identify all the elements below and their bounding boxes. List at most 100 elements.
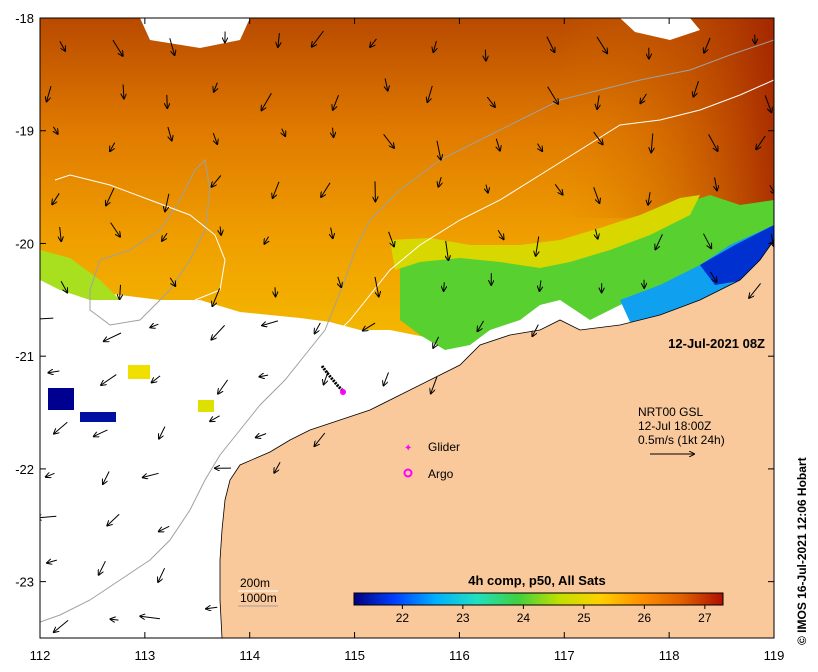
isobath-200m-west [54,174,226,301]
current-arrow [433,40,436,52]
current-arrow [485,49,486,61]
isobath-200m [40,79,774,626]
land [220,240,774,638]
current-arrow [384,372,389,385]
current-arrow [497,229,504,239]
current-arrow [436,140,441,160]
current-arrow [165,193,170,212]
x-tick-label: 119 [764,648,785,663]
current-arrow [640,93,647,103]
glider-track-line [320,365,344,392]
current-arrow [771,234,774,246]
current-info-time: 12-Jul 18:00Z [638,419,711,433]
colorbar-tick-label: 25 [577,611,591,625]
current-arrow [546,36,555,53]
x-tick-label: 118 [659,648,680,663]
current-arrow [53,126,57,134]
current-arrow [46,473,55,477]
current-arrow [315,322,321,334]
current-arrow [596,36,607,53]
isobath-1000m-west [89,158,211,326]
current-arrow [593,187,600,203]
current-arrow [40,317,54,320]
current-arrow [214,82,218,92]
colorbar-tick-label: 22 [396,611,410,625]
x-tick-label: 112 [30,648,51,663]
current-arrow [169,38,175,55]
legend: ✦ Glider Argo [403,440,460,481]
current-arrow [704,37,711,53]
current-arrow [94,429,108,436]
y-tick-label: -20 [15,236,34,251]
current-arrow [593,131,603,144]
current-arrow [331,227,333,239]
current-arrow [596,228,598,239]
current-info: NRT00 GSL 12-Jul 18:00Z 0.5m/s (1kt 24h) [638,405,725,454]
y-tick-label: -21 [15,349,34,364]
current-arrow [167,126,172,140]
current-arrow [169,277,175,286]
current-arrow [123,84,124,99]
current-arrow [60,281,67,292]
sst-patch-yellow-2 [198,400,214,412]
current-arrow [554,184,562,194]
current-arrow [438,176,441,187]
glider-marker-icon: ✦ [404,443,412,454]
current-arrow [167,94,168,108]
current-arrow [764,95,771,112]
current-arrow [103,471,110,485]
y-axis: -18 -19 -20 -21 -22 -23 [15,11,774,590]
current-info-source: NRT00 GSL [638,405,703,419]
current-arrow [159,426,166,439]
current-arrow [110,222,120,237]
current-arrow [206,607,218,609]
colorbar-tick-label: 27 [698,611,712,625]
legend-glider-label: Glider [428,440,460,454]
current-arrow [709,271,716,282]
current-arrow [388,231,394,247]
x-tick-label: 117 [554,648,575,663]
current-arrow [162,232,168,241]
current-arrow [769,185,774,193]
current-arrow [104,332,122,341]
isobath-200m-label: 200m [240,576,270,590]
current-arrow [275,287,276,296]
current-arrow [363,322,376,331]
current-arrow [651,133,653,153]
current-arrow [338,276,341,287]
current-arrow [444,282,445,291]
current-arrow [693,80,699,97]
current-arrow [54,421,68,433]
x-tick-label: 115 [344,648,365,663]
current-arrow [112,39,123,56]
current-arrow [486,184,488,193]
current-arrow [315,432,326,446]
current-arrow [282,128,285,136]
cloud-gap-topright [620,18,700,40]
land-peninsula [262,448,300,515]
current-arrow [52,193,60,204]
colorbar-tick-label: 23 [456,611,470,625]
current-arrow [370,38,377,47]
current-arrow [107,513,120,525]
current-arrow [262,320,279,326]
current-arrow [150,324,159,327]
x-tick-label: 113 [134,648,155,663]
current-arrow [211,325,225,339]
y-tick-label: -22 [15,462,34,477]
current-arrow [120,284,121,299]
current-arrow [703,233,712,249]
current-arrow [374,276,379,296]
colorbar-ticks: 22 23 24 25 26 27 [396,605,712,625]
sst-field-west-green [40,250,120,300]
isobath-1000m [40,39,774,623]
colorbar-gradient [353,592,724,606]
colorbar-title: 4h comp, p50, All Sats [468,573,606,588]
sst-patch-blue [48,388,74,410]
argo-marker-icon [403,468,413,478]
current-arrow [486,96,495,107]
current-arrow [220,226,221,235]
current-arrow [143,472,159,477]
current-arrow [715,177,717,191]
x-axis: 112 113 114 115 116 117 118 119 [30,18,785,663]
